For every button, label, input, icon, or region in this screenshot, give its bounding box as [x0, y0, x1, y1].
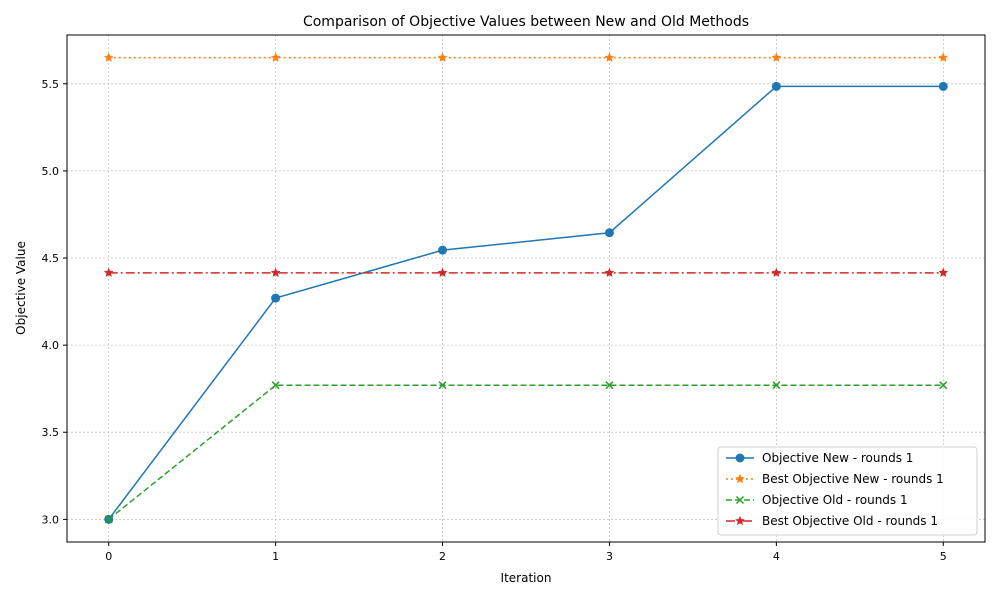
data-point	[771, 52, 782, 62]
x-tick-label: 2	[439, 550, 446, 563]
legend-label: Best Objective Old - rounds 1	[762, 514, 938, 528]
y-tick-label: 4.0	[42, 339, 60, 352]
y-tick-label: 3.0	[42, 513, 60, 526]
data-point	[938, 267, 949, 278]
x-tick-label: 3	[606, 550, 613, 563]
y-tick-label: 3.5	[42, 426, 60, 439]
x-axis-label: Iteration	[501, 571, 552, 585]
legend-marker	[735, 473, 745, 484]
x-tick-label: 4	[773, 550, 780, 563]
y-tick-label: 4.5	[42, 252, 60, 265]
data-point	[772, 381, 781, 390]
data-point	[771, 267, 782, 278]
data-point	[104, 515, 113, 524]
data-point	[605, 381, 614, 390]
data-point	[438, 381, 447, 390]
chart-title: Comparison of Objective Values between N…	[303, 14, 749, 30]
series-line	[108, 384, 944, 520]
series-2	[103, 52, 949, 62]
series-line	[108, 85, 944, 520]
x-tick-label: 0	[105, 550, 112, 563]
series-3	[104, 381, 948, 524]
data-point	[938, 52, 949, 62]
legend-label: Objective Old - rounds 1	[762, 493, 908, 507]
y-axis-label: Objective Value	[14, 241, 28, 335]
data-point	[939, 381, 948, 390]
axes: 0 1 2 3 4 5 3.0 3.5 4.0 4.5 5.0 5.5	[42, 78, 947, 563]
x-tick-label: 1	[272, 550, 279, 563]
series-1	[104, 81, 948, 524]
series-4	[103, 267, 949, 278]
legend-marker	[735, 453, 745, 463]
data-point	[437, 52, 448, 62]
legend-label: Best Objective New - rounds 1	[762, 472, 944, 486]
data-point	[271, 381, 280, 390]
legend-marker	[735, 515, 745, 526]
data-point	[938, 81, 948, 91]
legend-box	[717, 446, 978, 536]
data-point	[604, 52, 615, 62]
data-point	[103, 267, 114, 278]
data-point	[103, 52, 114, 62]
data-point	[270, 52, 281, 62]
data-point	[604, 267, 615, 278]
x-tick-label: 5	[940, 550, 947, 563]
y-tick-label: 5.0	[42, 165, 60, 178]
data-point	[438, 245, 448, 255]
data-point	[771, 81, 781, 91]
data-point	[271, 293, 281, 303]
series-layer	[103, 52, 949, 524]
legend: Objective New - rounds 1 Best Objective N…	[717, 446, 978, 536]
legend-label: Objective New - rounds 1	[762, 451, 913, 465]
y-tick-label: 5.5	[42, 78, 60, 91]
legend-marker	[735, 495, 745, 505]
data-point	[437, 267, 448, 278]
data-point	[270, 267, 281, 278]
plot-frame	[66, 34, 986, 543]
data-point	[604, 228, 614, 238]
